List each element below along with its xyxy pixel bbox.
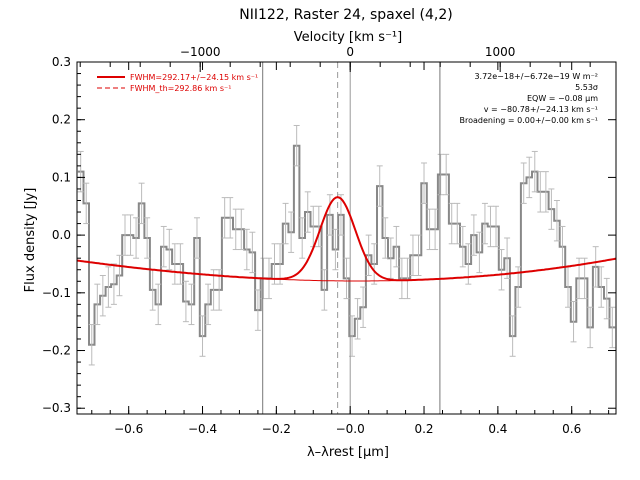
plot-frame <box>76 61 617 415</box>
y-tick-label: 0.1 <box>52 170 71 184</box>
annotation-velocity: v = −80.78+/−24.13 km s⁻¹ <box>484 105 598 114</box>
y-tick-label: 0.0 <box>52 228 71 242</box>
continuum-baseline <box>262 278 440 282</box>
legend-entry-fwhm: FWHM=292.17+/−24.15 km s⁻¹ <box>130 73 258 82</box>
y-tick-label: −0.3 <box>42 401 71 415</box>
legend-entry-fwhm-th: FWHM_th=292.86 km s⁻¹ <box>130 84 231 93</box>
x-tick-label: −0.2 <box>262 422 291 436</box>
axes-ticks: −0.6 −0.4 −0.2 −0.0 0.2 0.4 0.6 −0.3 −0.2 −0.1 0.0… <box>42 45 616 436</box>
fit-annotations: 3.72e−18+/−6.72e−19 W m⁻² 5.53σ EQW = −0… <box>460 72 599 125</box>
annotation-significance: 5.53σ <box>575 83 598 92</box>
top-tick-label: −1000 <box>180 45 221 59</box>
model-curves <box>76 196 617 282</box>
y-tick-label: −0.2 <box>42 344 71 358</box>
y-tick-label: −0.1 <box>42 286 71 300</box>
top-tick-label: 0 <box>346 45 354 59</box>
gaussian-fit-curve <box>76 196 617 282</box>
annotation-flux: 3.72e−18+/−6.72e−19 W m⁻² <box>474 72 598 81</box>
x-tick-label: 0.6 <box>562 422 581 436</box>
x-tick-label: −0.4 <box>188 422 217 436</box>
chart-title: NII122, Raster 24, spaxel (4,2) <box>239 7 452 23</box>
y-tick-label: 0.2 <box>52 113 71 127</box>
top-tick-label: 1000 <box>485 45 516 59</box>
x-tick-label: 0.4 <box>488 422 507 436</box>
y-axis-label: Flux density [Jy] <box>23 188 38 293</box>
annotation-broadening: Broadening = 0.00+/−0.00 km s⁻¹ <box>460 116 598 125</box>
x-tick-label: −0.0 <box>336 422 365 436</box>
y-tick-label: 0.3 <box>52 55 71 69</box>
x-tick-label: 0.2 <box>414 422 433 436</box>
legend: FWHM=292.17+/−24.15 km s⁻¹ FWHM_th=292.8… <box>97 73 258 93</box>
spectrum-steps <box>77 124 616 366</box>
top-axis-label: Velocity [km s⁻¹] <box>294 30 402 45</box>
x-tick-label: −0.6 <box>114 422 143 436</box>
x-axis-label: λ–λrest [μm] <box>307 445 389 460</box>
reference-lines <box>262 62 441 414</box>
annotation-eqw: EQW = −0.08 μm <box>527 94 598 103</box>
